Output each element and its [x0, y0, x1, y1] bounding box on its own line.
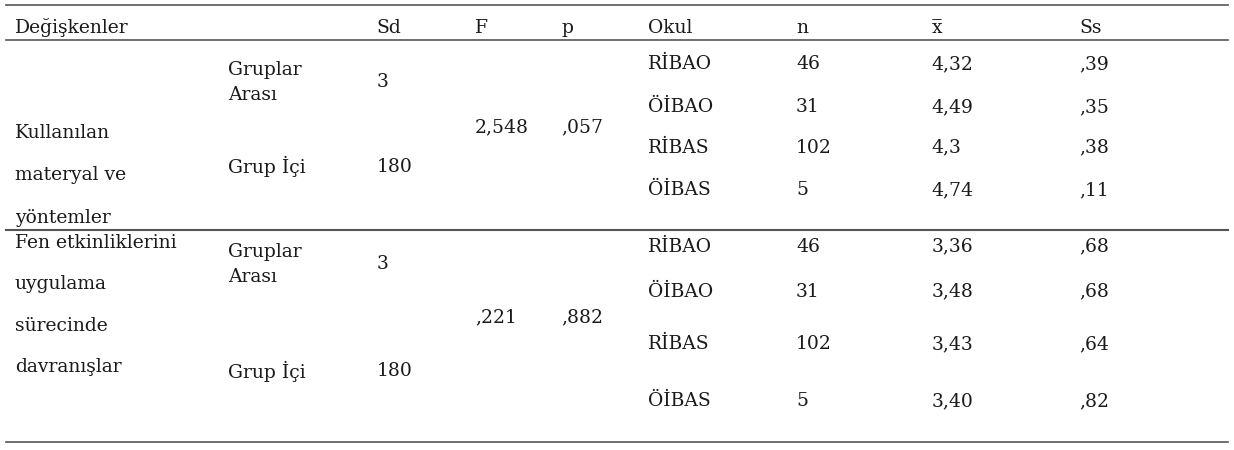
Text: Kullanılan: Kullanılan	[15, 124, 110, 142]
Text: 31: 31	[796, 283, 819, 301]
Text: Gruplar: Gruplar	[228, 243, 302, 261]
Text: davranışlar: davranışlar	[15, 358, 121, 376]
Text: F: F	[475, 19, 489, 37]
Text: Ss: Ss	[1080, 19, 1102, 37]
Text: Grup İçi: Grup İçi	[228, 361, 306, 382]
Text: n: n	[796, 19, 808, 37]
Text: ÖİBAS: ÖİBAS	[648, 392, 711, 410]
Text: 4,49: 4,49	[932, 98, 974, 116]
Text: ÖİBAS: ÖİBAS	[648, 181, 711, 199]
Text: ,057: ,057	[561, 118, 603, 136]
Text: materyal ve: materyal ve	[15, 166, 126, 184]
Text: Arası: Arası	[228, 268, 278, 286]
Text: uygulama: uygulama	[15, 275, 107, 293]
Text: ,11: ,11	[1080, 181, 1109, 199]
Text: 3: 3	[376, 255, 389, 273]
Text: Değişkenler: Değişkenler	[15, 18, 128, 37]
Text: 4,32: 4,32	[932, 55, 974, 73]
Text: 4,74: 4,74	[932, 181, 974, 199]
Text: 3,43: 3,43	[932, 335, 974, 353]
Text: 180: 180	[376, 158, 412, 176]
Text: ,38: ,38	[1080, 139, 1109, 157]
Text: Grup İçi: Grup İçi	[228, 156, 306, 177]
Text: ÖİBAO: ÖİBAO	[648, 98, 713, 116]
Text: Sd: Sd	[376, 19, 401, 37]
Text: 3: 3	[376, 73, 389, 91]
Text: ,64: ,64	[1080, 335, 1109, 353]
Text: 102: 102	[796, 139, 832, 157]
Text: ,882: ,882	[561, 308, 603, 326]
Text: sürecinde: sürecinde	[15, 317, 107, 335]
Text: 31: 31	[796, 98, 819, 116]
Text: 3,36: 3,36	[932, 238, 974, 256]
Text: yöntemler: yöntemler	[15, 209, 111, 227]
Text: Gruplar: Gruplar	[228, 61, 302, 79]
Text: 3,48: 3,48	[932, 283, 974, 301]
Text: x̅: x̅	[932, 19, 943, 37]
Text: 4,3: 4,3	[932, 139, 961, 157]
Text: ,82: ,82	[1080, 392, 1109, 410]
Text: 46: 46	[796, 55, 819, 73]
Text: 3,40: 3,40	[932, 392, 974, 410]
Text: p: p	[561, 19, 574, 37]
Text: RİBAS: RİBAS	[648, 139, 710, 157]
Text: Fen etkinliklerini: Fen etkinliklerini	[15, 234, 176, 252]
Text: ,35: ,35	[1080, 98, 1109, 116]
Text: 46: 46	[796, 238, 819, 256]
Text: RİBAO: RİBAO	[648, 238, 712, 256]
Text: Arası: Arası	[228, 86, 278, 104]
Text: ,39: ,39	[1080, 55, 1109, 73]
Text: 5: 5	[796, 181, 808, 199]
Text: ÖİBAO: ÖİBAO	[648, 283, 713, 301]
Text: Okul: Okul	[648, 19, 692, 37]
Text: 102: 102	[796, 335, 832, 353]
Text: 2,548: 2,548	[475, 118, 529, 136]
Text: ,68: ,68	[1080, 283, 1109, 301]
Text: 5: 5	[796, 392, 808, 410]
Text: 180: 180	[376, 362, 412, 380]
Text: ,221: ,221	[475, 308, 517, 326]
Text: RİBAO: RİBAO	[648, 55, 712, 73]
Text: RİBAS: RİBAS	[648, 335, 710, 353]
Text: ,68: ,68	[1080, 238, 1109, 256]
